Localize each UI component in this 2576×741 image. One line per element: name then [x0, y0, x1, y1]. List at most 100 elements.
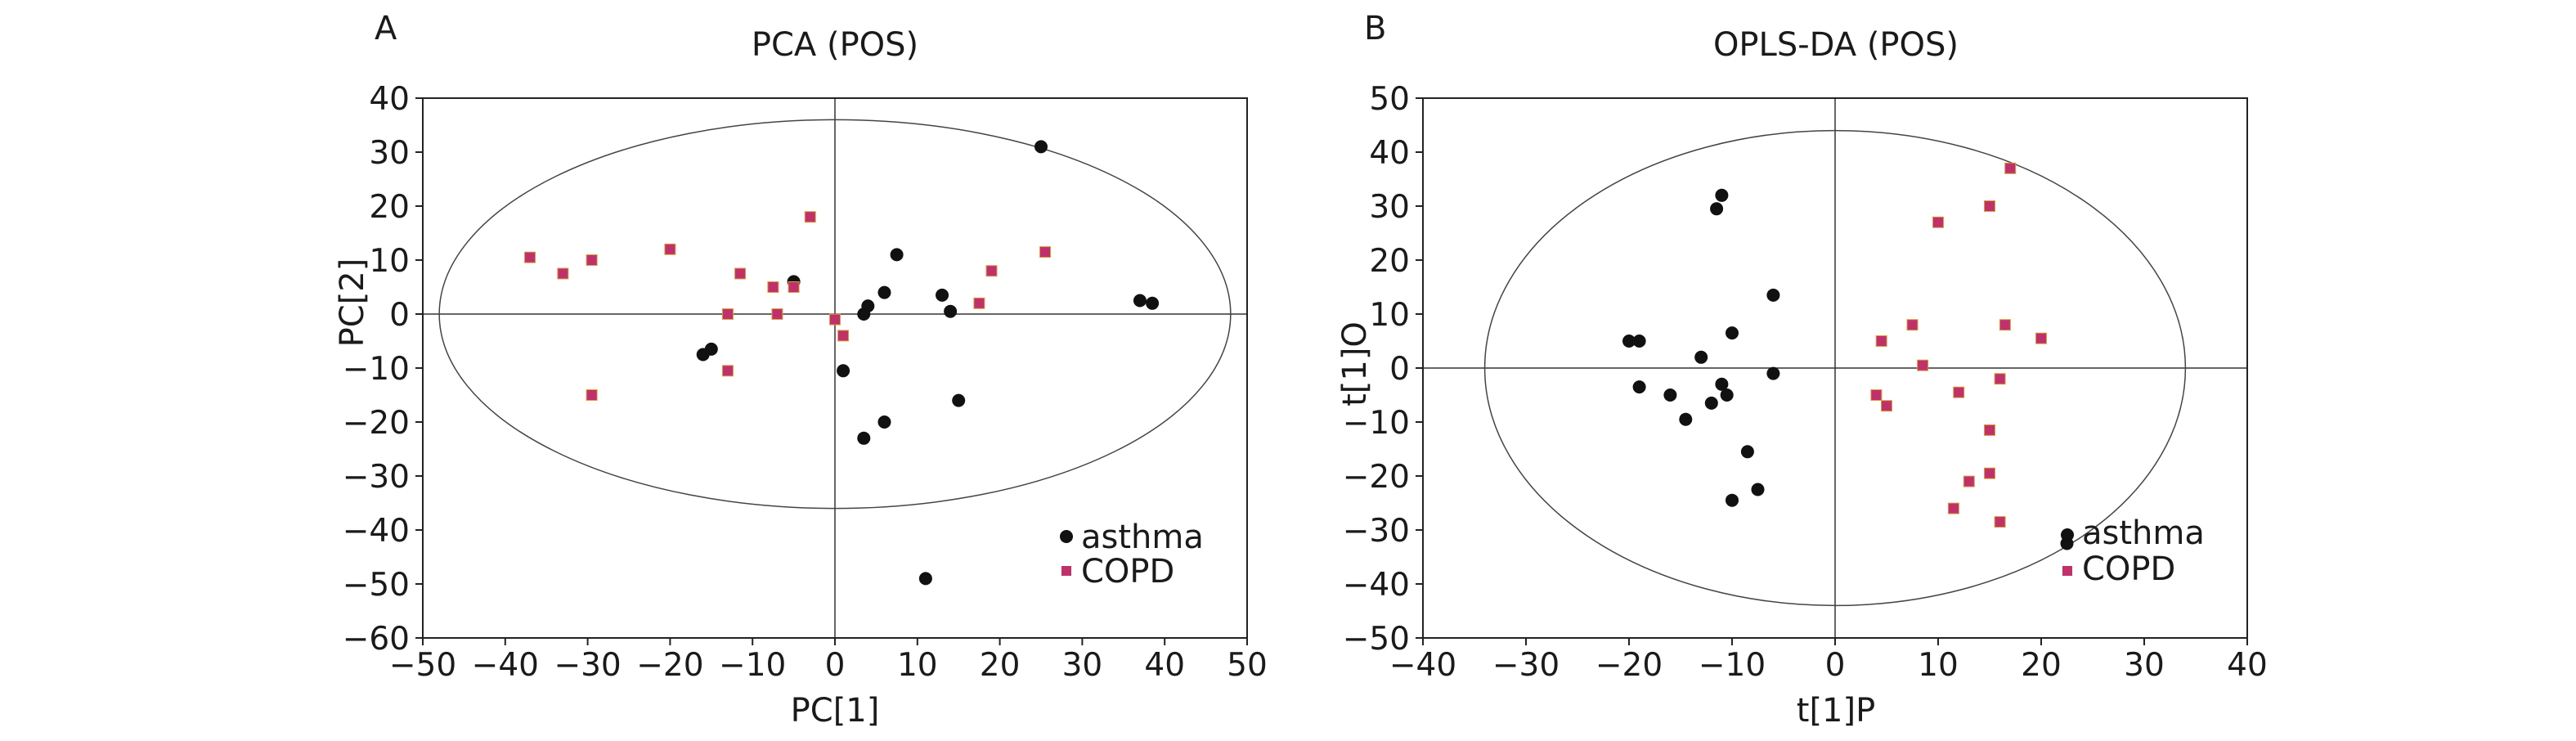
asthma-point: [837, 364, 850, 378]
copd-point: [1947, 502, 1959, 514]
copd-point: [1963, 475, 1975, 487]
x-tick-label: 20: [2021, 647, 2062, 684]
asthma-point: [1715, 188, 1729, 202]
asthma-point: [944, 304, 958, 318]
y-tick-label: −30: [1343, 513, 1410, 550]
y-tick-label: 10: [1369, 297, 1410, 334]
confidence-ellipse: [1483, 129, 2187, 607]
x-tick-label: −20: [1595, 647, 1663, 684]
asthma-point: [1694, 350, 1708, 364]
panel-b-y-axis-label: t[1]O: [1336, 321, 1374, 406]
asthma-point: [918, 572, 932, 586]
asthma-point: [1133, 294, 1147, 308]
panel-a-plot-frame: [422, 97, 1248, 639]
asthma-point: [1751, 483, 1765, 496]
asthma-point: [1726, 493, 1739, 507]
x-tick-label: −30: [554, 647, 621, 684]
legend-asthma-marker: [2061, 528, 2074, 541]
y-tick-label: 0: [1389, 351, 1410, 388]
panel-b: B OPLS-DA (POS) −40 −30 −20 −10 0 10 20 30 40 −5…: [1336, 10, 2268, 730]
asthma-point: [1704, 396, 1718, 410]
copd-point: [1994, 373, 2006, 385]
legend-copd-label: COPD: [2082, 550, 2175, 588]
asthma-point: [1740, 445, 1754, 459]
legend-asthma-label: asthma: [2082, 514, 2205, 552]
panel-a-legend: asthma COPD: [1060, 519, 1204, 591]
panel-a-letter: A: [375, 10, 397, 47]
y-tick-label: 0: [389, 297, 410, 334]
legend-copd-label: COPD: [1081, 553, 1174, 591]
x-tick-label: 30: [2124, 647, 2165, 684]
x-tick-label: 30: [1062, 647, 1103, 684]
y-tick-label: −40: [343, 513, 410, 550]
asthma-point: [1679, 412, 1693, 426]
y-tick-label: 20: [1369, 243, 1410, 280]
copd-point: [1917, 359, 1929, 371]
copd-point: [1953, 386, 1965, 398]
asthma-point: [1632, 380, 1646, 394]
copd-point: [1984, 467, 1995, 479]
copd-point: [804, 211, 816, 223]
y-tick-label: 50: [1369, 81, 1410, 118]
asthma-point: [1726, 326, 1739, 340]
panel-b-legend: asthma COPD: [2061, 514, 2205, 588]
panel-b-letter: B: [1364, 10, 1386, 47]
y-tick-label: 30: [369, 135, 410, 172]
asthma-point: [890, 248, 904, 262]
panel-a-confidence-ellipse: [438, 119, 1232, 510]
panel-a-y-axis-label: PC[2]: [334, 258, 371, 348]
copd-point: [721, 365, 734, 377]
copd-point: [586, 254, 598, 266]
panel-b-title: OPLS-DA (POS): [1713, 26, 1959, 64]
asthma-point: [1766, 366, 1780, 380]
copd-point: [1875, 335, 1887, 347]
copd-point: [524, 251, 536, 263]
copd-point: [1999, 319, 2011, 331]
x-tick-label: 40: [1144, 647, 1185, 684]
x-tick-label: −40: [472, 647, 539, 684]
copd-point: [734, 267, 747, 280]
y-tick-label: −50: [1343, 621, 1410, 658]
legend-asthma-label: asthma: [1081, 519, 1204, 556]
copd-point: [1994, 516, 2006, 528]
x-tick-label: −50: [389, 647, 456, 684]
copd-point: [721, 308, 734, 320]
asthma-point: [1663, 388, 1677, 402]
asthma-point: [877, 285, 891, 299]
panel-b-confidence-ellipse: [1483, 129, 2187, 607]
copd-point: [1870, 389, 1883, 401]
panel-b-x-axis-label: t[1]P: [1797, 692, 1875, 730]
y-tick-label: −30: [343, 459, 410, 496]
copd-point: [664, 243, 676, 255]
asthma-point: [857, 431, 871, 445]
asthma-point: [1622, 335, 1636, 348]
asthma-point: [1720, 388, 1734, 402]
copd-point: [767, 281, 779, 293]
y-tick-label: −20: [343, 405, 410, 442]
y-tick-label: 30: [1369, 189, 1410, 226]
copd-point: [557, 267, 569, 280]
copd-point: [985, 265, 998, 277]
x-tick-label: 20: [980, 647, 1021, 684]
asthma-point: [696, 348, 710, 362]
panel-a-y-ticks: −60 −50 −40 −30 −20 −10 0 10 20 30 40: [343, 81, 423, 658]
panel-b-plot-frame: [1422, 97, 2248, 639]
asthma-point: [1146, 296, 1160, 310]
y-tick-label: −10: [343, 351, 410, 388]
x-tick-label: 0: [825, 647, 846, 684]
asthma-point: [952, 393, 966, 407]
panel-a-points: [524, 140, 1160, 586]
panel-b-x-ticks: −40 −30 −20 −10 0 10 20 30 40: [1389, 638, 2268, 684]
copd-point: [1906, 319, 1919, 331]
copd-point: [788, 281, 800, 293]
asthma-point: [857, 308, 871, 321]
legend-copd-marker: [2062, 566, 2072, 576]
asthma-point: [877, 415, 891, 429]
y-tick-label: 20: [369, 189, 410, 226]
asthma-point: [936, 288, 949, 302]
y-tick-label: −50: [343, 567, 410, 604]
asthma-point: [1632, 335, 1646, 348]
copd-point: [1039, 246, 1052, 258]
y-tick-label: 40: [1369, 135, 1410, 172]
panel-a: A PCA (POS) −50 −40 −30 −20 −10 0 10 20 30 40 50 −…: [334, 10, 1268, 730]
